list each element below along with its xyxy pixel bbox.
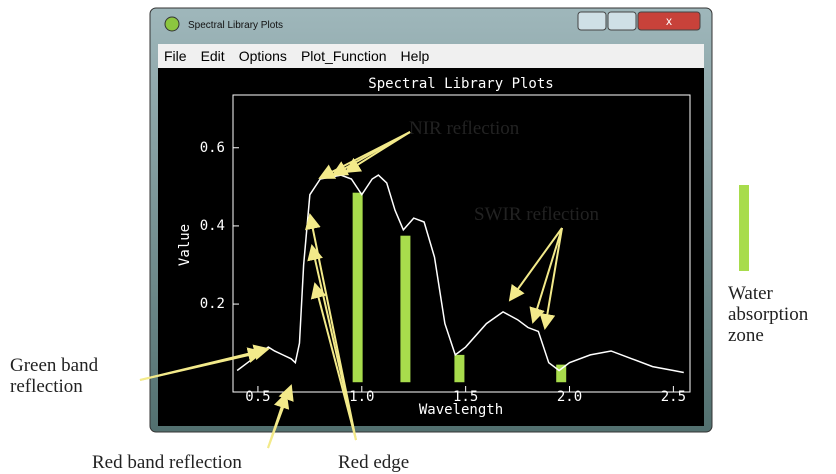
x-tick-label: 2.0 [557,389,582,405]
absorption-bar [556,364,567,383]
y-tick-label: 0.4 [200,218,225,234]
x-tick-label: 1.0 [349,389,374,405]
plot: Spectral Library Plots Wavelength Value … [158,68,704,426]
window-title: Spectral Library Plots [188,20,283,31]
menu-item[interactable]: File [164,48,187,64]
x-axis-label: Wavelength [419,402,503,418]
close-glyph: x [666,14,672,28]
menu-item[interactable]: Edit [200,48,225,64]
x-tick-label: 1.5 [453,389,478,405]
plot-frame [232,94,691,393]
absorption-bar [454,354,465,383]
y-tick-label: 0.2 [200,296,225,312]
app-icon [164,16,180,32]
menu-bar [158,44,704,68]
annotation: Red band reflection [92,452,242,473]
annotation: Red edge [338,452,410,473]
plot-title: Spectral Library Plots [368,76,553,92]
minimize-button[interactable] [577,11,607,31]
annotation: Green band reflection [10,355,99,397]
y-axis-label: Value [177,224,193,266]
absorption-bar [352,192,363,383]
arrows [139,131,563,449]
menu: File Edit Options Plot_Function Help [164,48,429,64]
annotation: NIR reflection [409,118,520,139]
x-tick-label: 0.5 [245,389,270,405]
absorption-bar [400,235,411,383]
y-tick-label: 0.6 [200,140,225,156]
legend-swatch [739,185,749,271]
menu-item[interactable]: Plot_Function [300,48,387,64]
spectral-curve [236,174,684,374]
close-button[interactable] [637,11,701,31]
legend-label: Water absorption zone [728,283,809,346]
menu-item[interactable]: Help [400,48,430,64]
maximize-button[interactable] [607,11,637,31]
menu-item[interactable]: Options [238,48,287,64]
annotation: SWIR reflection [474,204,600,225]
x-tick-label: 2.5 [661,389,686,405]
